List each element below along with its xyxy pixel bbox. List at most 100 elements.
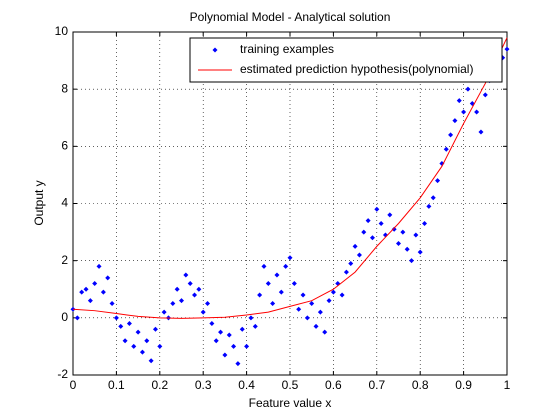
point	[452, 118, 458, 124]
point	[113, 315, 119, 321]
x-tick-label: 1	[504, 378, 511, 392]
x-tick-label: 0.8	[412, 378, 429, 392]
point	[287, 255, 293, 261]
point	[356, 252, 362, 258]
point	[309, 301, 315, 307]
point	[330, 289, 336, 295]
point	[317, 309, 323, 315]
point	[87, 298, 93, 304]
point	[205, 301, 211, 307]
point	[179, 298, 184, 304]
point	[482, 92, 488, 98]
y-axis-label: Output y	[32, 180, 46, 225]
point	[152, 326, 158, 332]
y-tick-label: 4	[61, 196, 68, 210]
point	[192, 292, 198, 298]
point	[126, 321, 132, 327]
point	[122, 338, 128, 344]
y-tick-label: 8	[61, 81, 68, 95]
point	[135, 329, 141, 335]
point	[222, 352, 228, 358]
point	[435, 178, 441, 184]
point	[270, 301, 276, 307]
point	[474, 109, 480, 115]
point	[417, 249, 423, 255]
y-tick-label: 6	[61, 139, 68, 153]
point	[239, 326, 245, 332]
point	[139, 349, 145, 355]
point	[387, 212, 393, 218]
point	[465, 86, 471, 92]
point	[196, 286, 202, 292]
point	[92, 281, 98, 287]
chart-title: Polynomial Model - Analytical solution	[190, 10, 391, 24]
point	[422, 221, 428, 227]
x-tick-label: 0.6	[325, 378, 342, 392]
point	[430, 195, 436, 201]
point	[248, 315, 254, 321]
point	[265, 281, 271, 287]
point	[504, 46, 510, 52]
point	[105, 275, 111, 281]
point	[226, 332, 232, 338]
legend-swatch	[212, 47, 218, 53]
legend-box	[189, 37, 503, 83]
point	[322, 329, 328, 335]
point	[74, 315, 80, 321]
point	[96, 263, 102, 269]
x-tick-label: 0.3	[195, 378, 212, 392]
point	[443, 146, 449, 152]
point	[283, 263, 289, 269]
point	[131, 343, 137, 349]
point	[244, 343, 250, 349]
point	[161, 309, 167, 315]
x-tick-label: 0.9	[455, 378, 472, 392]
point	[231, 343, 237, 349]
point	[369, 235, 375, 241]
x-tick-label: 0	[70, 378, 77, 392]
point	[170, 301, 176, 307]
point	[339, 292, 345, 298]
point	[361, 229, 367, 235]
point	[83, 286, 89, 292]
point	[409, 258, 415, 264]
point	[218, 329, 224, 335]
point	[274, 272, 280, 278]
point	[118, 323, 124, 329]
point	[296, 306, 302, 312]
point	[378, 221, 384, 227]
point	[478, 129, 484, 135]
y-tick-label: 0	[61, 310, 68, 324]
point	[148, 358, 154, 364]
y-tick-label: 2	[61, 253, 68, 267]
point	[396, 241, 401, 247]
point	[404, 246, 410, 252]
point	[326, 298, 332, 304]
point	[79, 289, 85, 295]
point	[400, 229, 406, 235]
point	[313, 323, 319, 329]
point	[300, 292, 306, 298]
legend-label: estimated prediction hypothesis(polynomi…	[240, 62, 473, 76]
point	[426, 203, 432, 209]
axes-box	[72, 31, 508, 376]
point	[235, 361, 241, 367]
point	[374, 206, 380, 212]
point	[209, 321, 215, 327]
legend-label: training examples	[240, 42, 334, 56]
point	[200, 309, 206, 315]
point	[100, 289, 106, 295]
point	[348, 261, 354, 267]
point	[252, 323, 258, 329]
x-tick-label: 0.7	[368, 378, 385, 392]
point	[352, 243, 358, 249]
point	[461, 109, 467, 115]
point	[257, 292, 263, 298]
point	[448, 132, 454, 138]
point	[304, 315, 310, 321]
point	[391, 226, 397, 232]
point	[278, 289, 284, 295]
line	[72, 37, 508, 319]
point	[456, 98, 462, 104]
